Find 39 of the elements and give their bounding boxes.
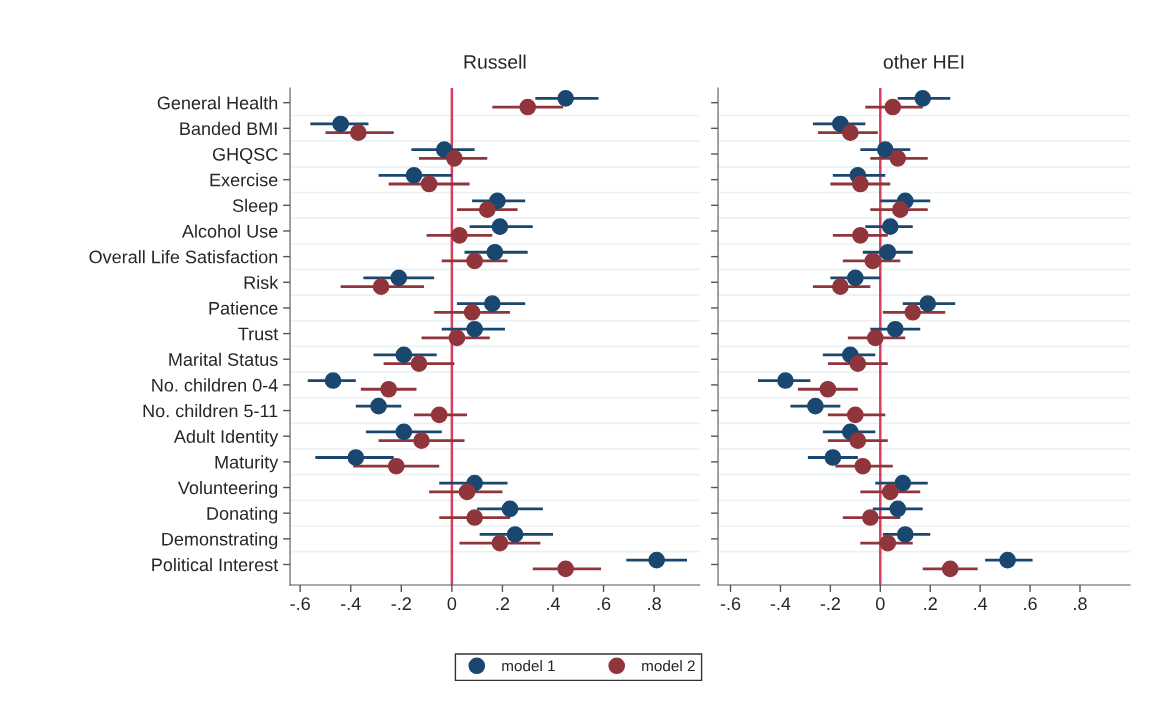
legend-label: model 1 [502,660,555,672]
x-tick-label: -.2 [820,597,840,610]
x-tick-label: .6 [1024,597,1037,611]
x-tick-label: -.2 [391,597,411,610]
y-tick-label: General Health [157,96,278,110]
chart-title: Russell [464,54,526,69]
x-tick-label: -.4 [770,597,791,610]
x-tick-label: 0 [447,597,457,611]
x-tick-label: .4 [547,597,560,610]
x-tick-label: 0 [875,597,885,611]
y-tick-label: Sleep [232,198,278,216]
y-tick-label: GHQSC [212,147,278,164]
y-tick-label: Maturity [215,455,279,473]
x-tick-label: .8 [648,597,661,611]
y-tick-label: Overall Life Satisfaction [89,250,278,264]
y-tick-label: Political Interest [152,557,279,572]
x-tick-label: -.6 [720,597,741,611]
y-tick-label: No. children 5-11 [143,404,278,418]
x-tick-label: .8 [1074,597,1087,611]
x-tick-label: .2 [924,597,937,610]
y-tick-label: Alcohol Use [181,224,278,238]
legend-label: model 2 [642,660,695,672]
y-tick-label: Volunteering [177,480,278,498]
y-tick-label: Adult Identity [173,429,279,447]
x-tick-label: -.6 [290,597,310,611]
x-tick-label: -.4 [341,597,361,610]
y-tick-label: No. children 0-4 [152,378,278,392]
x-tick-label: .4 [974,597,988,610]
y-tick-label: Banded BMI [180,121,277,136]
x-tick-label: .2 [496,597,510,610]
y-tick-label: Risk [244,275,279,289]
y-tick-label: Exercise [210,173,278,187]
y-tick-label: Demonstrating [162,532,278,550]
x-tick-label: .6 [597,597,611,611]
chart-title: other HEI [883,54,964,69]
y-tick-label: Marital Status [169,352,278,366]
y-tick-label: Trust [238,327,279,341]
y-tick-label: Donating [207,506,278,524]
y-tick-label: Patience [209,301,278,315]
